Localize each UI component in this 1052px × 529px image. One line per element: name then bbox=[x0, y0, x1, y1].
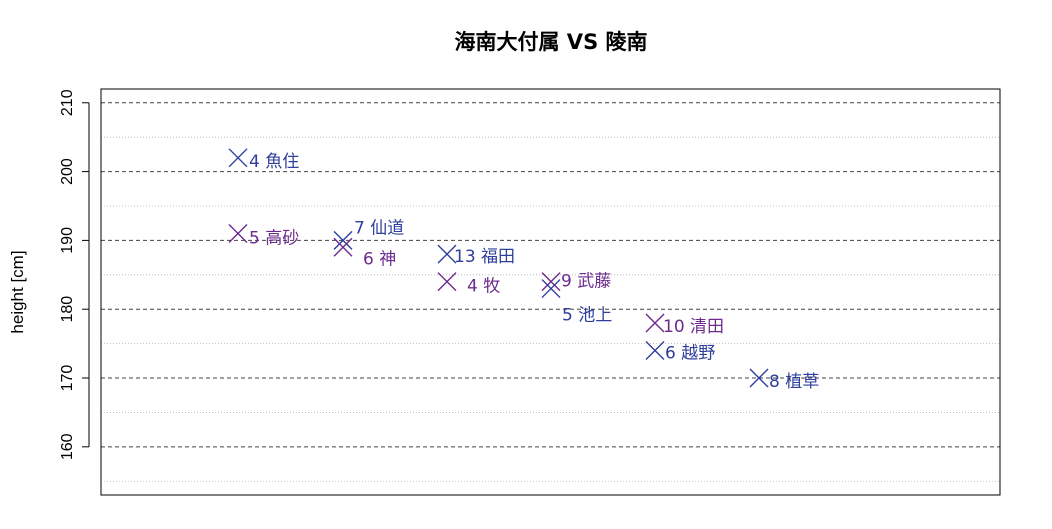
y-tick-label: 210 bbox=[59, 89, 76, 116]
point-label: 6 神 bbox=[363, 249, 396, 269]
point-label: 13 福田 bbox=[454, 247, 515, 267]
data-point: 5 池上 bbox=[541, 279, 612, 326]
y-tick-label: 200 bbox=[59, 158, 76, 185]
point-marker-stroke bbox=[645, 313, 665, 333]
y-axis-label: height [cm] bbox=[8, 250, 27, 333]
point-label: 8 植草 bbox=[769, 372, 819, 392]
y-tick-label: 160 bbox=[59, 433, 76, 460]
data-point: 7 仙道 bbox=[333, 218, 404, 250]
point-label: 5 高砂 bbox=[249, 229, 299, 249]
y-axis: 160 170 180 190 200 210 bbox=[59, 89, 90, 460]
point-marker-stroke bbox=[437, 272, 457, 292]
data-point: 5 高砂 bbox=[228, 224, 299, 249]
point-label: 9 武藤 bbox=[561, 272, 611, 292]
data-point: 13 福田 bbox=[437, 244, 515, 267]
point-marker-stroke bbox=[645, 340, 665, 360]
plot-frame bbox=[100, 88, 1001, 496]
y-tick-label: 180 bbox=[59, 296, 76, 323]
data-points: 4 魚住 5 高砂 7 仙道 6 神 13 福田 4 牧 9 武藤 5 池上 10 清田 6 越野… bbox=[228, 148, 819, 392]
point-label: 7 仙道 bbox=[354, 218, 404, 238]
point-label: 10 清田 bbox=[663, 317, 724, 337]
data-point: 6 神 bbox=[333, 237, 396, 269]
point-marker-stroke bbox=[749, 368, 769, 388]
y-tick-label: 170 bbox=[59, 365, 76, 392]
point-marker-stroke bbox=[228, 148, 248, 168]
data-point: 4 牧 bbox=[437, 272, 500, 297]
point-label: 4 牧 bbox=[467, 277, 500, 297]
point-label: 6 越野 bbox=[665, 343, 715, 363]
data-point: 6 越野 bbox=[645, 340, 715, 363]
data-point: 4 魚住 bbox=[228, 148, 299, 172]
data-point: 8 植草 bbox=[749, 368, 819, 392]
point-marker-stroke bbox=[541, 272, 561, 292]
point-marker-stroke bbox=[228, 224, 248, 244]
point-marker-stroke bbox=[333, 230, 353, 250]
chart-title: 海南大付属 VS 陵南 bbox=[455, 30, 648, 54]
point-marker-stroke bbox=[437, 244, 457, 264]
data-point: 9 武藤 bbox=[541, 272, 611, 292]
point-marker-stroke bbox=[541, 279, 561, 299]
y-tick-label: 190 bbox=[59, 227, 76, 254]
point-label: 4 魚住 bbox=[249, 152, 299, 172]
data-point: 10 清田 bbox=[645, 313, 724, 337]
gridlines bbox=[101, 102, 1000, 482]
point-marker-stroke bbox=[333, 237, 353, 257]
point-label: 5 池上 bbox=[562, 306, 612, 326]
